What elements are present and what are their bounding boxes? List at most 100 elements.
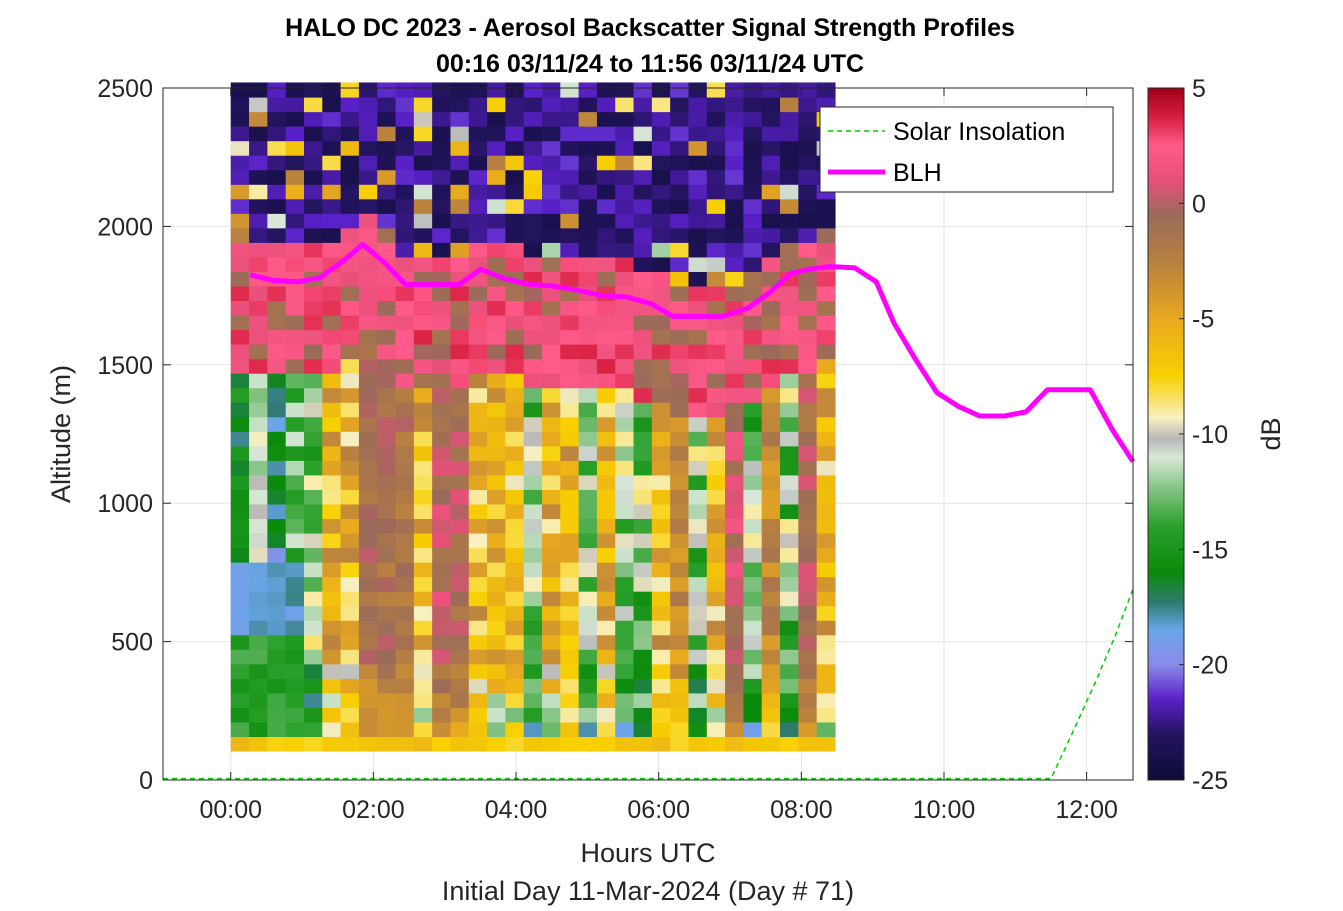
heatmap-cell [743,344,763,360]
heatmap-cell [761,256,781,272]
heatmap-cell [542,707,561,723]
heatmap-cell [542,271,561,287]
heatmap-cell [413,460,433,476]
heatmap-cell [505,562,525,578]
heatmap-cell [505,213,525,229]
heatmap-cell [413,605,433,621]
heatmap-cell [377,736,397,752]
heatmap-cell [615,707,635,723]
heatmap-cell [450,547,470,563]
heatmap-cell [798,155,818,171]
colorbar-tick-label: -25 [1192,767,1228,795]
heatmap-cell [523,329,543,345]
heatmap-cell [395,242,415,258]
heatmap-cell [761,649,781,665]
heatmap-cell [303,605,323,621]
heatmap-cell [633,576,653,592]
heatmap-cell [560,620,580,636]
heatmap-cell [578,402,598,418]
heatmap-cell [249,198,268,214]
heatmap-cell [377,591,397,607]
heatmap-cell [670,373,690,389]
heatmap-cell [358,300,378,316]
heatmap-cell [395,692,415,708]
heatmap-cell [468,721,488,737]
heatmap-cell [560,111,580,127]
heatmap-cell [798,387,818,403]
heatmap-cell [505,489,525,505]
heatmap-cell [542,620,561,636]
heatmap-cell [505,227,525,243]
heatmap-cell [285,489,305,505]
heatmap-cell [249,431,268,447]
heatmap-cell [267,314,287,331]
heatmap-cell [743,155,763,171]
heatmap-cell [633,445,653,461]
heatmap-cell [340,169,360,185]
heatmap-cell [249,373,268,389]
heatmap-cell [596,649,616,665]
heatmap-cell [358,97,378,113]
heatmap-cell [578,329,598,345]
heatmap-cell [395,721,415,737]
heatmap-cell [340,547,360,563]
heatmap-cell [468,576,488,592]
heatmap-cell [523,503,543,520]
heatmap-cell [578,126,598,142]
heatmap-cell [706,402,726,418]
heatmap-cell [596,634,616,650]
heatmap-cell [780,140,799,156]
heatmap-cell [743,591,763,607]
heatmap-cell [395,445,415,461]
heatmap-cell [725,547,744,563]
heatmap-cell [505,431,525,447]
heatmap-cell [725,649,744,665]
heatmap-cell [267,387,287,403]
heatmap-cell [505,111,525,127]
heatmap-cell [542,460,561,476]
heatmap-cell [523,620,543,636]
heatmap-cell [249,474,268,490]
heatmap-cell [560,707,580,723]
heatmap-cell [560,140,580,156]
heatmap-cell [377,649,397,665]
heatmap-cell [523,663,543,679]
heatmap-cell [615,634,635,650]
heatmap-cell [487,663,506,679]
heatmap-cell [743,692,763,708]
heatmap-cell [303,649,323,665]
heatmap-cell [670,416,690,432]
heatmap-cell [468,460,488,476]
heatmap-cell [560,605,580,621]
heatmap-cell [542,227,561,243]
heatmap-cell [450,605,470,621]
heatmap-cell [230,634,250,650]
heatmap-cell [780,605,799,621]
heatmap-cell [633,460,653,476]
heatmap-cell [651,721,671,737]
heatmap-cell [285,82,305,98]
heatmap-cell [798,532,818,549]
heatmap-cell [523,605,543,621]
heatmap-cell [358,344,378,360]
heatmap-cell [596,431,616,447]
heatmap-cell [725,489,744,505]
heatmap-cell [340,460,360,476]
heatmap-cell [651,285,671,302]
heatmap-cell [432,227,452,243]
heatmap-cell [358,198,378,214]
heatmap-cell [761,489,781,505]
heatmap-cell [432,445,452,461]
series-line-solar-insolation [163,588,1134,780]
heatmap-cell [450,169,470,185]
heatmap-cell [267,489,287,505]
heatmap-cell [816,620,836,636]
heatmap-cell [377,242,397,258]
heatmap-cell [670,663,690,679]
heatmap-cell [743,649,763,665]
heatmap-cell [487,518,506,534]
heatmap-cell [505,634,525,650]
heatmap-cell [450,140,470,156]
heatmap-cell [560,692,580,708]
heatmap-cell [358,126,378,142]
